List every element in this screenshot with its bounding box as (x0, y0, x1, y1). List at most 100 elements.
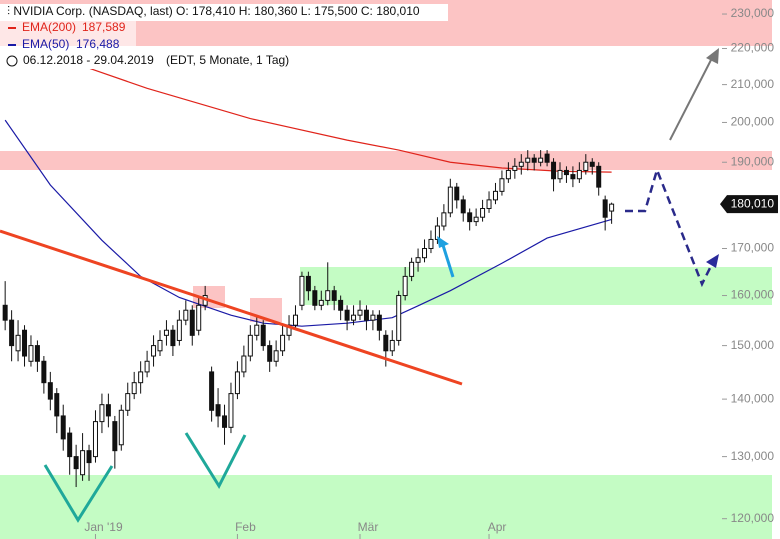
candle-body (80, 450, 86, 476)
candle-body (480, 208, 486, 218)
candle-body (34, 345, 40, 362)
candle-body (273, 350, 279, 362)
legend-label: EMA(200) (22, 20, 76, 34)
candle-body (47, 382, 53, 400)
arrow (669, 57, 713, 141)
candle-body (402, 275, 408, 297)
candle-body (157, 339, 163, 352)
candle-body (41, 360, 47, 384)
header: NVIDIA Corp. (NASDAQ, last) O: 178,410 H… (13, 4, 420, 18)
candle-body (331, 290, 337, 301)
y-tick-label: 120,000 (731, 511, 775, 525)
candle-body (183, 309, 189, 321)
support-zone (0, 475, 772, 539)
candle-body (415, 257, 421, 263)
candle-body (428, 238, 434, 250)
candle-body (241, 355, 247, 373)
candle-body (247, 334, 253, 357)
y-tick-label: 150,000 (731, 338, 775, 352)
candle-body (583, 161, 589, 171)
candle-body (9, 319, 15, 347)
candle-body (28, 345, 34, 362)
candle-body (22, 329, 28, 357)
candle-body (60, 415, 66, 440)
candle-body (338, 299, 344, 311)
candle-body (312, 290, 318, 306)
legend-swatch (8, 44, 16, 46)
candle-body (280, 334, 286, 352)
candle-body (15, 334, 21, 352)
candle-body (512, 165, 518, 171)
header-text: ⫶ NVIDIA Corp. (NASDAQ, last) O: 178,410… (7, 4, 420, 18)
candle-body (189, 309, 195, 336)
candle-body (105, 404, 111, 417)
legend-swatch (8, 27, 16, 29)
y-tick-label: 140,000 (731, 391, 775, 405)
period: (EDT, 5 Monate, 1 Tag) (166, 53, 289, 67)
candle-body (144, 360, 150, 373)
ema-line (4, 119, 612, 327)
candle-body (138, 371, 144, 384)
candle-body (305, 275, 311, 292)
candle-body (209, 371, 215, 411)
legend-label: EMA(50) (22, 37, 69, 51)
candle-body (222, 415, 228, 428)
candle-body (389, 339, 395, 352)
annotations (0, 48, 719, 523)
candle-body (215, 404, 221, 417)
candle-body (409, 261, 415, 277)
candle-body (2, 304, 8, 321)
candle-body (357, 309, 363, 316)
candle-body (518, 161, 524, 167)
candle-body (234, 371, 240, 395)
candle-body (86, 450, 92, 464)
candle-body (609, 203, 615, 212)
arrow-head (706, 48, 719, 64)
resistance-zone (0, 151, 772, 170)
candle-body (551, 161, 557, 180)
candle-body (344, 309, 350, 321)
candle-body (467, 212, 473, 223)
candle-body (492, 190, 498, 201)
clock-icon (6, 55, 18, 67)
candle-body (505, 169, 511, 180)
candle-body (260, 324, 266, 347)
x-tick-label: Mär (358, 520, 379, 534)
y-tick-label: 190,000 (731, 154, 775, 168)
candle-body (292, 314, 298, 326)
candle-body (325, 290, 331, 301)
candle-body (267, 345, 273, 362)
candle-body (383, 334, 389, 352)
candle-body (422, 248, 428, 259)
header-bg (0, 4, 448, 21)
price-tag-label: 180,010 (731, 196, 775, 210)
candle-body (602, 199, 608, 218)
y-tick-label: 220,000 (731, 41, 775, 55)
candle-body (92, 421, 98, 458)
candle-body (176, 319, 182, 341)
date-range: 06.12.2018 - 29.04.2019 (23, 53, 154, 67)
candle-body (538, 157, 544, 163)
candle-body (557, 169, 563, 180)
candle-body (73, 456, 79, 470)
y-tick-label: 170,000 (731, 241, 775, 255)
arrow (440, 241, 455, 278)
v-mark (184, 432, 247, 490)
candle-body (131, 382, 137, 395)
candle-body (441, 212, 447, 227)
candle-body (486, 199, 492, 210)
candle-body (499, 178, 505, 192)
candle-body (576, 169, 582, 180)
candle-body (570, 174, 576, 180)
candle-body (151, 345, 157, 357)
candle-body (447, 186, 453, 214)
legend-value: 176,488 (76, 37, 120, 51)
candle-body (299, 275, 305, 306)
candle-body (376, 314, 382, 331)
candle-body (99, 404, 105, 423)
candle-body (596, 165, 602, 188)
candle-body (196, 304, 202, 331)
y-tick-label: 130,000 (731, 449, 775, 463)
header: ⫶ NVIDIA Corp. (NASDAQ, last) O: 178,410… (0, 4, 448, 69)
candle-body (67, 432, 73, 458)
